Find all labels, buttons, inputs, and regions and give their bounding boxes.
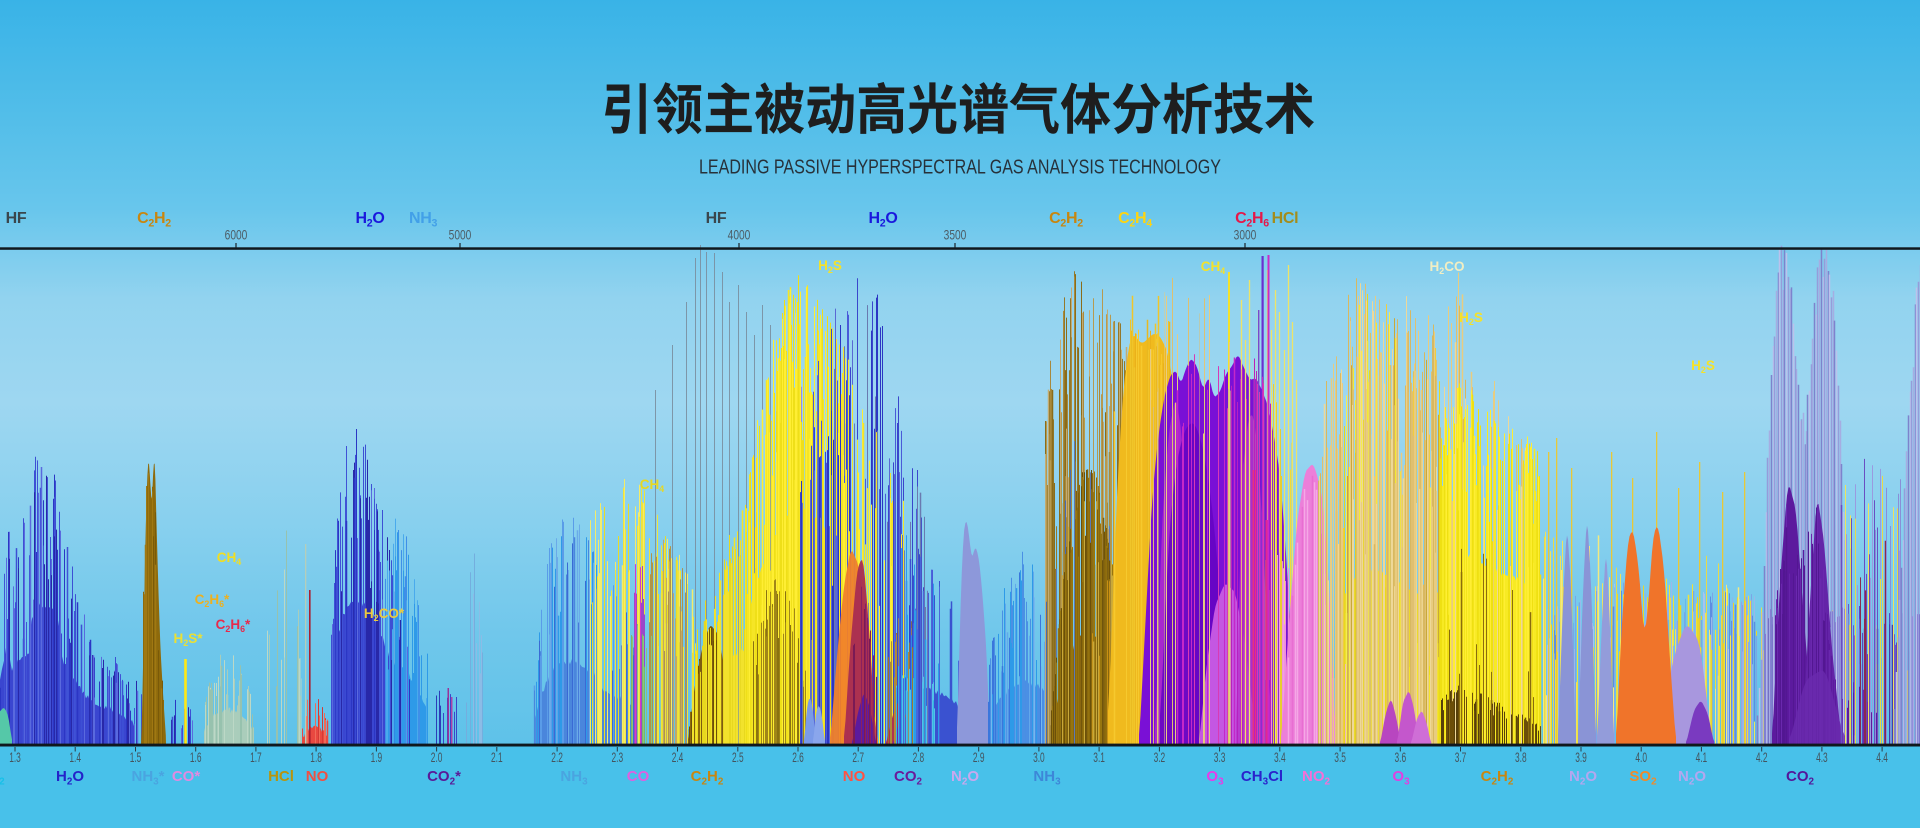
svg-text:3.8: 3.8: [1515, 751, 1527, 765]
svg-text:H2O: H2O: [355, 210, 384, 230]
svg-text:HF: HF: [706, 210, 727, 227]
svg-text:SO2: SO2: [1629, 768, 1657, 787]
svg-text:LEADING PASSIVE HYPERSPECTRAL: LEADING PASSIVE HYPERSPECTRAL GAS ANALYS…: [699, 156, 1221, 179]
svg-text:2.4: 2.4: [672, 751, 684, 765]
svg-text:1.6: 1.6: [190, 751, 202, 765]
svg-text:2.3: 2.3: [611, 751, 623, 765]
svg-text:3.7: 3.7: [1455, 751, 1467, 765]
svg-text:C2H6: C2H6: [1235, 210, 1269, 230]
svg-text:CH4: CH4: [640, 477, 665, 494]
svg-text:C2H2: C2H2: [1481, 768, 1514, 787]
svg-text:4000: 4000: [728, 227, 751, 243]
svg-text:NO: NO: [843, 768, 866, 785]
svg-text:N2O: N2O: [951, 768, 979, 787]
svg-text:2.8: 2.8: [913, 751, 925, 765]
svg-text:CH4: CH4: [1201, 259, 1226, 276]
svg-text:HCl: HCl: [1272, 210, 1299, 227]
svg-text:H2CO*: H2CO*: [364, 606, 405, 623]
svg-text:H2O: H2O: [56, 768, 84, 787]
svg-text:3.3: 3.3: [1214, 751, 1226, 765]
svg-text:4.1: 4.1: [1696, 751, 1708, 765]
svg-text:N2O: N2O: [1678, 768, 1706, 787]
svg-text:3.1: 3.1: [1093, 751, 1105, 765]
svg-text:O3: O3: [1392, 768, 1410, 787]
svg-text:C2H2: C2H2: [137, 210, 171, 230]
svg-text:2.5: 2.5: [732, 751, 744, 765]
svg-text:HF: HF: [6, 210, 27, 227]
svg-text:1.7: 1.7: [250, 751, 262, 765]
svg-text:CH4: CH4: [217, 550, 242, 567]
svg-text:CO2: CO2: [1786, 768, 1815, 787]
svg-text:1.4: 1.4: [69, 751, 81, 765]
svg-text:4.2: 4.2: [1756, 751, 1768, 765]
svg-text:NH3: NH3: [560, 768, 588, 787]
svg-text:6000: 6000: [225, 227, 248, 243]
svg-text:2.2: 2.2: [551, 751, 563, 765]
svg-text:NH3: NH3: [409, 210, 438, 230]
svg-text:CO2: CO2: [894, 768, 923, 787]
svg-text:C2H2: C2H2: [691, 768, 724, 787]
svg-text:3.6: 3.6: [1394, 751, 1406, 765]
svg-text:CO2*: CO2*: [427, 768, 461, 787]
svg-text:H2S: H2S: [1691, 358, 1715, 375]
svg-text:H2S: H2S: [818, 258, 842, 275]
svg-text:3.9: 3.9: [1575, 751, 1587, 765]
svg-text:NO2: NO2: [1302, 768, 1331, 787]
svg-text:NH3: NH3: [1033, 768, 1061, 787]
svg-text:1.3: 1.3: [9, 751, 21, 765]
svg-text:H2O: H2O: [868, 210, 897, 230]
svg-text:4.3: 4.3: [1816, 751, 1828, 765]
svg-text:CH3Cl: CH3Cl: [1241, 768, 1283, 787]
svg-text:H2S*: H2S*: [174, 631, 204, 648]
svg-text:2.9: 2.9: [973, 751, 985, 765]
svg-text:5000: 5000: [449, 227, 472, 243]
svg-text:3.5: 3.5: [1334, 751, 1346, 765]
svg-text:C2H4: C2H4: [1118, 210, 1152, 230]
svg-text:C2H2: C2H2: [1049, 210, 1083, 230]
svg-text:CO: CO: [627, 768, 650, 785]
svg-text:C2H6*: C2H6*: [195, 592, 230, 609]
svg-text:C2H6*: C2H6*: [216, 617, 251, 634]
svg-text:2.7: 2.7: [852, 751, 864, 765]
svg-text:3.2: 3.2: [1154, 751, 1166, 765]
svg-text:2.0: 2.0: [431, 751, 443, 765]
svg-text:1.9: 1.9: [371, 751, 383, 765]
svg-text:H2S: H2S: [1459, 310, 1483, 327]
svg-text:H2CO: H2CO: [1430, 259, 1465, 276]
svg-text:3.0: 3.0: [1033, 751, 1045, 765]
svg-text:4.4: 4.4: [1876, 751, 1888, 765]
svg-text:O2: O2: [0, 768, 5, 787]
svg-text:2.1: 2.1: [491, 751, 503, 765]
svg-text:NO: NO: [306, 768, 329, 785]
svg-text:NH3*: NH3*: [131, 768, 164, 787]
svg-text:HCl: HCl: [268, 768, 294, 785]
svg-text:2.6: 2.6: [792, 751, 804, 765]
svg-text:1.5: 1.5: [130, 751, 142, 765]
svg-text:CO*: CO*: [172, 768, 201, 785]
svg-text:O3: O3: [1206, 768, 1224, 787]
svg-text:1.8: 1.8: [310, 751, 322, 765]
svg-text:3000: 3000: [1234, 227, 1257, 243]
svg-text:4.0: 4.0: [1635, 751, 1647, 765]
svg-text:N2O: N2O: [1569, 768, 1597, 787]
svg-text:3.4: 3.4: [1274, 751, 1286, 765]
svg-text:3500: 3500: [944, 227, 967, 243]
